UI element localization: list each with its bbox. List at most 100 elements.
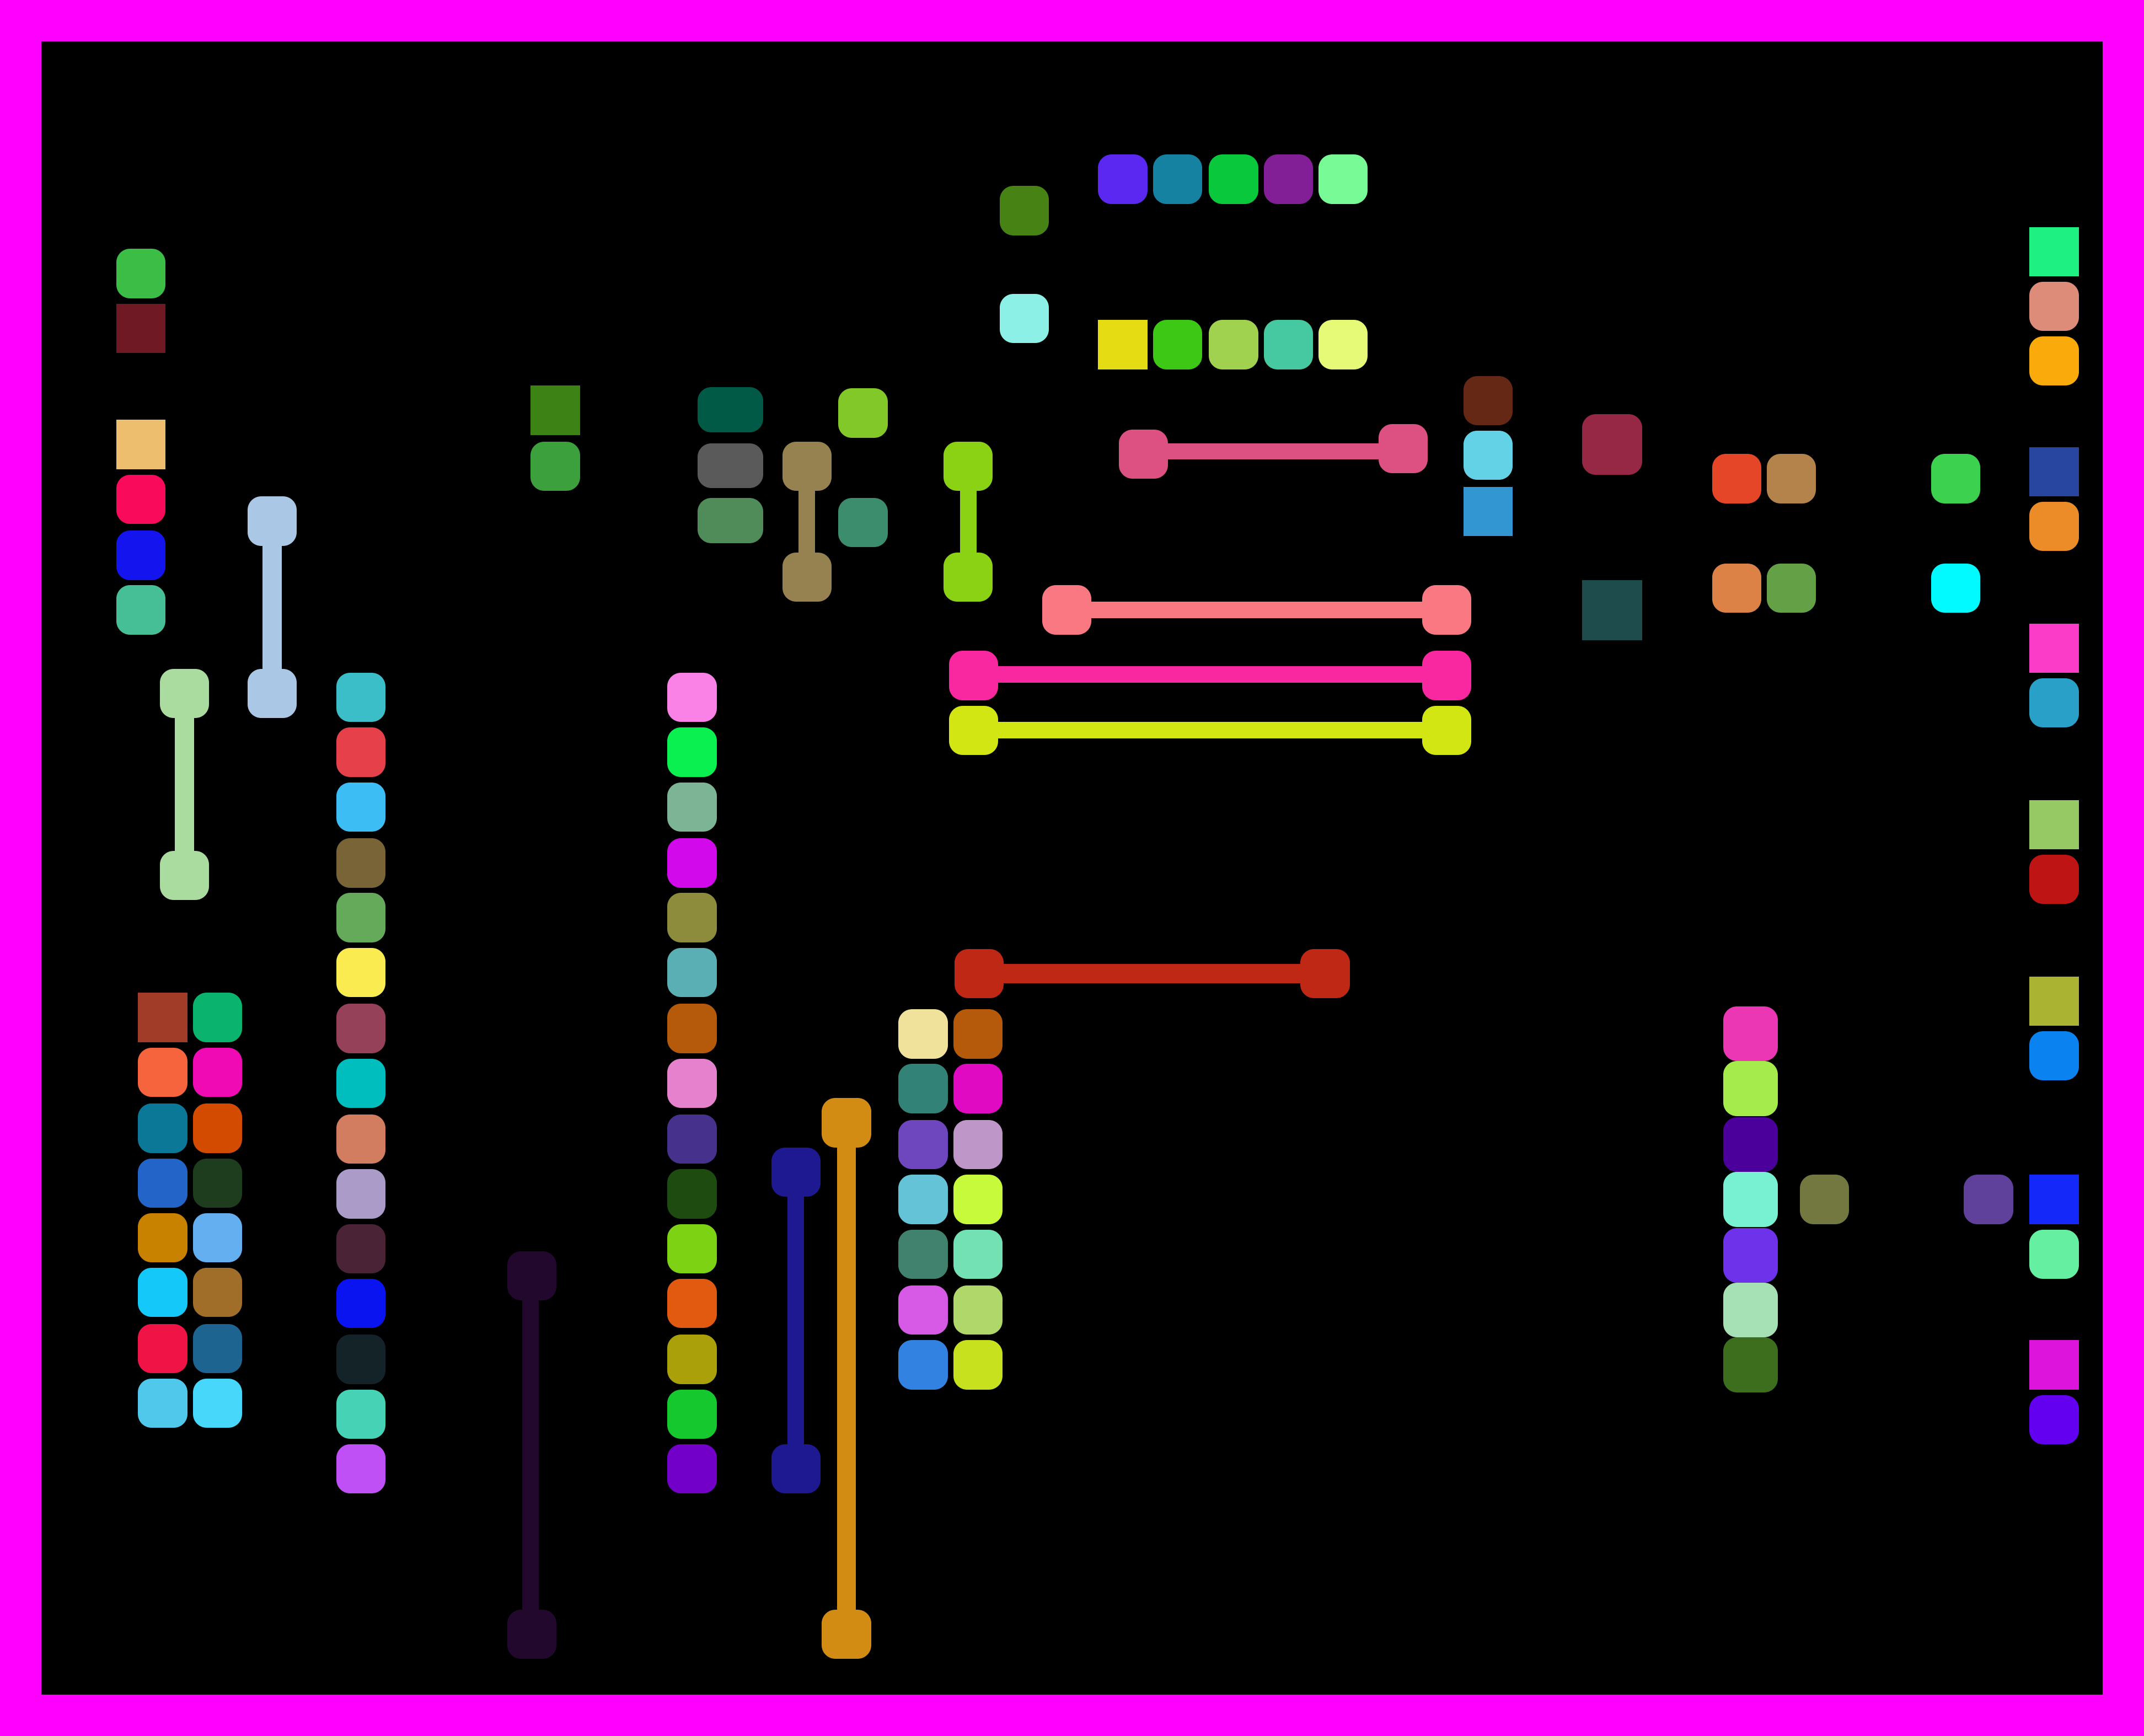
game-tile[interactable]	[336, 1224, 386, 1273]
game-tile[interactable]	[530, 442, 580, 491]
game-tile[interactable]	[247, 668, 297, 718]
game-tile[interactable]	[822, 1609, 871, 1659]
game-tile[interactable]	[1153, 320, 1202, 369]
game-tile[interactable]	[1723, 1337, 1778, 1392]
game-tile[interactable]	[1964, 1175, 2013, 1224]
game-tile[interactable]	[667, 1004, 717, 1053]
game-tile[interactable]	[1042, 585, 1092, 635]
game-tile[interactable]	[336, 782, 386, 832]
game-tile[interactable]	[667, 1169, 717, 1219]
game-tile[interactable]	[838, 497, 888, 547]
game-tile[interactable]	[898, 1175, 948, 1224]
game-tile[interactable]	[192, 1158, 242, 1208]
game-tile[interactable]	[1263, 320, 1313, 369]
game-tile[interactable]	[336, 1278, 386, 1328]
game-tile[interactable]	[667, 1115, 717, 1164]
game-tile[interactable]	[1422, 585, 1472, 635]
game-tile[interactable]	[1209, 320, 1258, 369]
game-tile[interactable]	[1118, 429, 1168, 479]
game-tile[interactable]	[1723, 1228, 1778, 1283]
game-tile[interactable]	[667, 1389, 717, 1439]
game-tile[interactable]	[949, 705, 999, 755]
game-tile[interactable]	[336, 893, 386, 942]
game-tile[interactable]	[2029, 281, 2079, 331]
game-tile[interactable]	[192, 1324, 242, 1373]
game-tile[interactable]	[953, 1229, 1003, 1279]
game-tile[interactable]	[667, 1335, 717, 1384]
game-tile[interactable]	[1723, 1061, 1778, 1116]
game-tile[interactable]	[953, 1064, 1003, 1113]
game-tile[interactable]	[667, 673, 717, 722]
game-tile[interactable]	[1318, 154, 1368, 204]
game-tile[interactable]	[160, 668, 210, 718]
game-tile[interactable]	[192, 1378, 242, 1428]
game-tile[interactable]	[1422, 705, 1472, 755]
game-tile[interactable]	[1318, 320, 1368, 369]
game-tile[interactable]	[336, 1115, 386, 1164]
game-tile[interactable]	[1098, 154, 1148, 204]
game-tile[interactable]	[953, 1009, 1003, 1059]
game-tile[interactable]	[160, 850, 210, 900]
game-tile[interactable]	[1463, 376, 1513, 426]
game-tile[interactable]	[192, 993, 242, 1042]
game-tile[interactable]	[1422, 651, 1472, 700]
game-tile[interactable]	[2029, 855, 2079, 904]
game-tile[interactable]	[1931, 563, 1981, 613]
game-tile[interactable]	[1300, 949, 1350, 999]
game-tile[interactable]	[953, 1175, 1003, 1224]
game-tile[interactable]	[336, 1444, 386, 1494]
game-tile[interactable]	[2029, 800, 2079, 850]
game-tile[interactable]	[944, 552, 993, 602]
game-tile[interactable]	[999, 294, 1049, 344]
game-tile[interactable]	[782, 552, 832, 602]
game-tile[interactable]	[138, 993, 187, 1042]
game-tile[interactable]	[898, 1285, 948, 1335]
game-tile[interactable]	[667, 782, 717, 832]
game-tile[interactable]	[336, 1335, 386, 1384]
game-tile[interactable]	[1799, 1175, 1849, 1224]
game-tile[interactable]	[138, 1213, 187, 1263]
game-tile[interactable]	[667, 838, 717, 888]
game-tile[interactable]	[116, 249, 166, 298]
game-tile[interactable]	[697, 387, 763, 432]
game-tile[interactable]	[336, 727, 386, 777]
game-tile[interactable]	[999, 186, 1049, 235]
game-tile[interactable]	[2029, 336, 2079, 386]
game-tile[interactable]	[192, 1103, 242, 1153]
game-tile[interactable]	[2029, 1031, 2079, 1081]
game-tile[interactable]	[667, 727, 717, 777]
game-tile[interactable]	[1931, 454, 1981, 503]
game-tile[interactable]	[2029, 976, 2079, 1026]
game-tile[interactable]	[1723, 1117, 1778, 1172]
game-tile[interactable]	[1767, 454, 1816, 503]
game-tile[interactable]	[2029, 1229, 2079, 1279]
game-tile[interactable]	[1582, 414, 1643, 475]
game-tile[interactable]	[138, 1158, 187, 1208]
game-tile[interactable]	[336, 838, 386, 888]
game-tile[interactable]	[530, 385, 580, 435]
game-tile[interactable]	[697, 443, 763, 489]
game-tile[interactable]	[336, 1058, 386, 1108]
game-tile[interactable]	[1712, 454, 1762, 503]
game-tile[interactable]	[1209, 154, 1258, 204]
game-tile[interactable]	[116, 420, 166, 469]
game-tile[interactable]	[2029, 623, 2079, 673]
game-tile[interactable]	[116, 531, 166, 580]
game-tile[interactable]	[667, 1278, 717, 1328]
game-tile[interactable]	[1767, 563, 1816, 613]
game-tile[interactable]	[667, 893, 717, 942]
game-tile[interactable]	[2029, 1395, 2079, 1444]
game-tile[interactable]	[138, 1267, 187, 1317]
game-tile[interactable]	[116, 474, 166, 524]
game-tile[interactable]	[192, 1213, 242, 1263]
game-tile[interactable]	[838, 388, 888, 438]
game-tile[interactable]	[667, 1224, 717, 1273]
game-tile[interactable]	[138, 1047, 187, 1097]
game-tile[interactable]	[771, 1147, 821, 1197]
game-tile[interactable]	[1723, 1006, 1778, 1062]
game-tile[interactable]	[192, 1267, 242, 1317]
game-tile[interactable]	[898, 1064, 948, 1113]
game-tile[interactable]	[667, 1444, 717, 1494]
game-tile[interactable]	[898, 1120, 948, 1170]
game-tile[interactable]	[822, 1098, 871, 1148]
